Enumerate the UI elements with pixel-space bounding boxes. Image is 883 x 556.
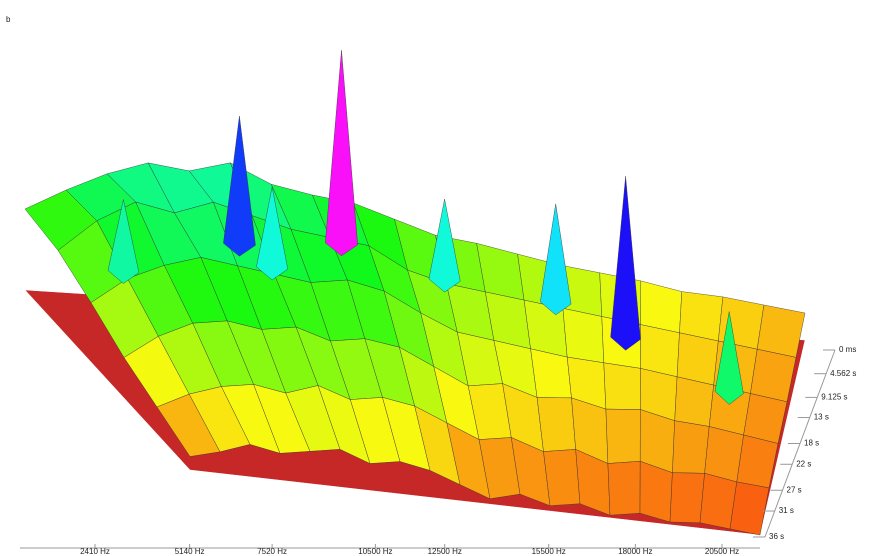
surface-cell [606, 409, 640, 463]
y-tick-label: 18 s [804, 439, 819, 448]
x-tick-label: 5140 Hz [175, 547, 205, 556]
surface-cell [705, 427, 744, 482]
surface-cell [563, 308, 604, 363]
y-tick-label: 22 s [796, 459, 811, 468]
x-tick-label: 20500 Hz [705, 547, 739, 556]
surface-cell [670, 473, 705, 523]
chart-title: b [6, 15, 11, 24]
y-tick-label: 0 ms [839, 345, 856, 354]
y-tick-label: 27 s [787, 485, 802, 494]
x-tick-label: 18000 Hz [618, 547, 652, 556]
y-tick-label: 36 s [769, 532, 784, 541]
chart: b 2410 Hz 5140 Hz 7520 Hz 10500 Hz 12500 Hz 1… [0, 0, 883, 556]
x-tick-label: 2410 Hz [80, 547, 110, 556]
x-tick-label: 10500 Hz [358, 547, 392, 556]
surface-cell [730, 482, 769, 535]
surface-cell [677, 333, 718, 385]
peak [611, 176, 641, 350]
y-tick-label: 31 s [779, 506, 794, 515]
peak [325, 50, 357, 256]
y-tick-label: 4.562 s [830, 369, 856, 378]
surface-cell [641, 281, 682, 333]
x-tick-label: 15500 Hz [532, 547, 566, 556]
surface-cell [604, 363, 641, 410]
surface-cell [672, 421, 709, 474]
y-tick-label: 9.125 s [821, 393, 847, 402]
surface-cell [537, 398, 576, 452]
x-tick-label: 12500 Hz [428, 547, 462, 556]
surface-cell [608, 461, 640, 515]
surface-cell [680, 292, 723, 341]
surface-cell [544, 449, 581, 505]
page: {"chart_data": {"type": "surface3d", "ti… [0, 0, 883, 556]
surface-cell [675, 377, 714, 427]
surface-cell [641, 325, 680, 377]
peak [540, 204, 571, 315]
y-tick-label: 13 s [814, 413, 829, 422]
x-tick-label: 7520 Hz [257, 547, 287, 556]
